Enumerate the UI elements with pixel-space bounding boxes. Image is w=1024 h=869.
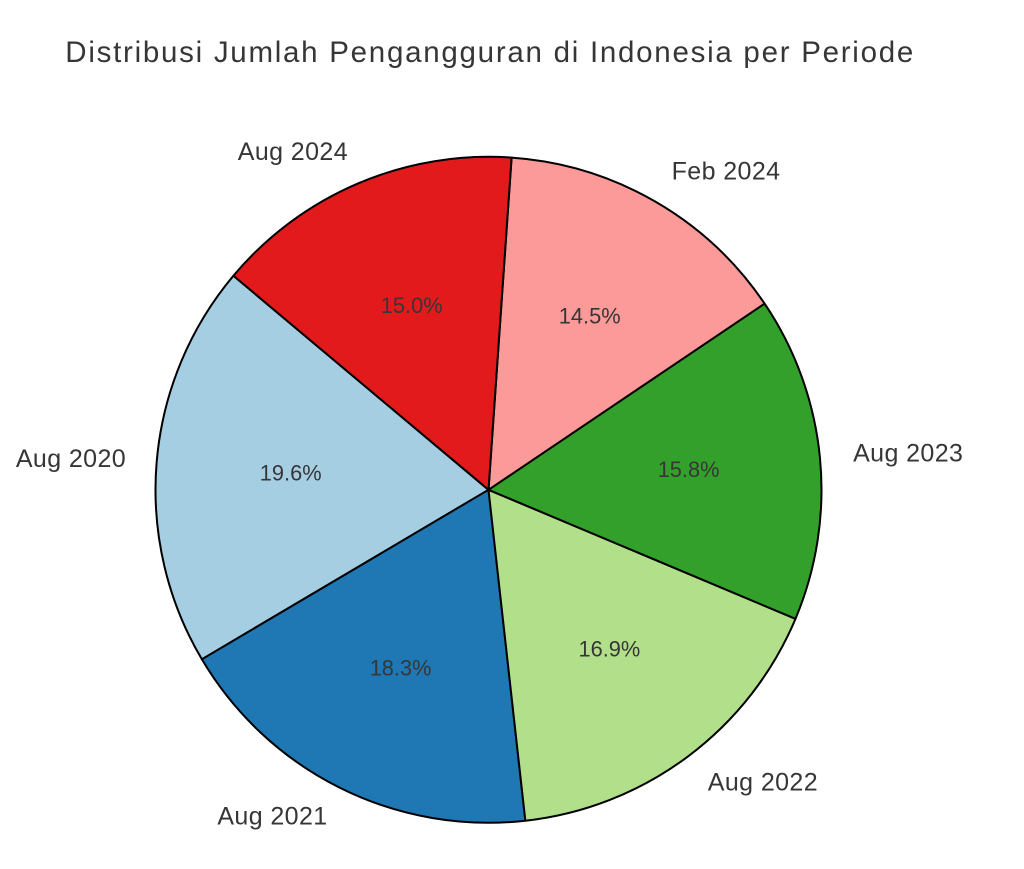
svg-text:Feb 2024: Feb 2024 <box>672 158 781 186</box>
svg-text:Aug 2024: Aug 2024 <box>238 138 348 166</box>
svg-text:Aug 2022: Aug 2022 <box>708 768 818 796</box>
svg-text:14.5%: 14.5% <box>559 304 621 329</box>
svg-text:Aug 2020: Aug 2020 <box>16 445 126 473</box>
svg-text:15.8%: 15.8% <box>658 457 720 482</box>
svg-text:Aug 2021: Aug 2021 <box>217 803 327 831</box>
svg-text:16.9%: 16.9% <box>578 637 640 662</box>
svg-text:Distribusi Jumlah Pengangguran: Distribusi Jumlah Pengangguran di Indone… <box>65 36 913 69</box>
svg-text:19.6%: 19.6% <box>260 460 322 485</box>
svg-text:15.0%: 15.0% <box>381 293 443 318</box>
svg-text:18.3%: 18.3% <box>370 656 432 681</box>
svg-text:Aug 2023: Aug 2023 <box>853 439 963 467</box>
